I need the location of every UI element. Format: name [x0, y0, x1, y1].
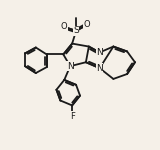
Text: N: N [96, 64, 103, 73]
Text: N: N [67, 62, 74, 71]
Text: S: S [73, 26, 79, 35]
Text: F: F [70, 112, 75, 121]
Text: N: N [96, 48, 103, 57]
Text: O: O [84, 20, 90, 29]
Text: O: O [61, 22, 68, 31]
